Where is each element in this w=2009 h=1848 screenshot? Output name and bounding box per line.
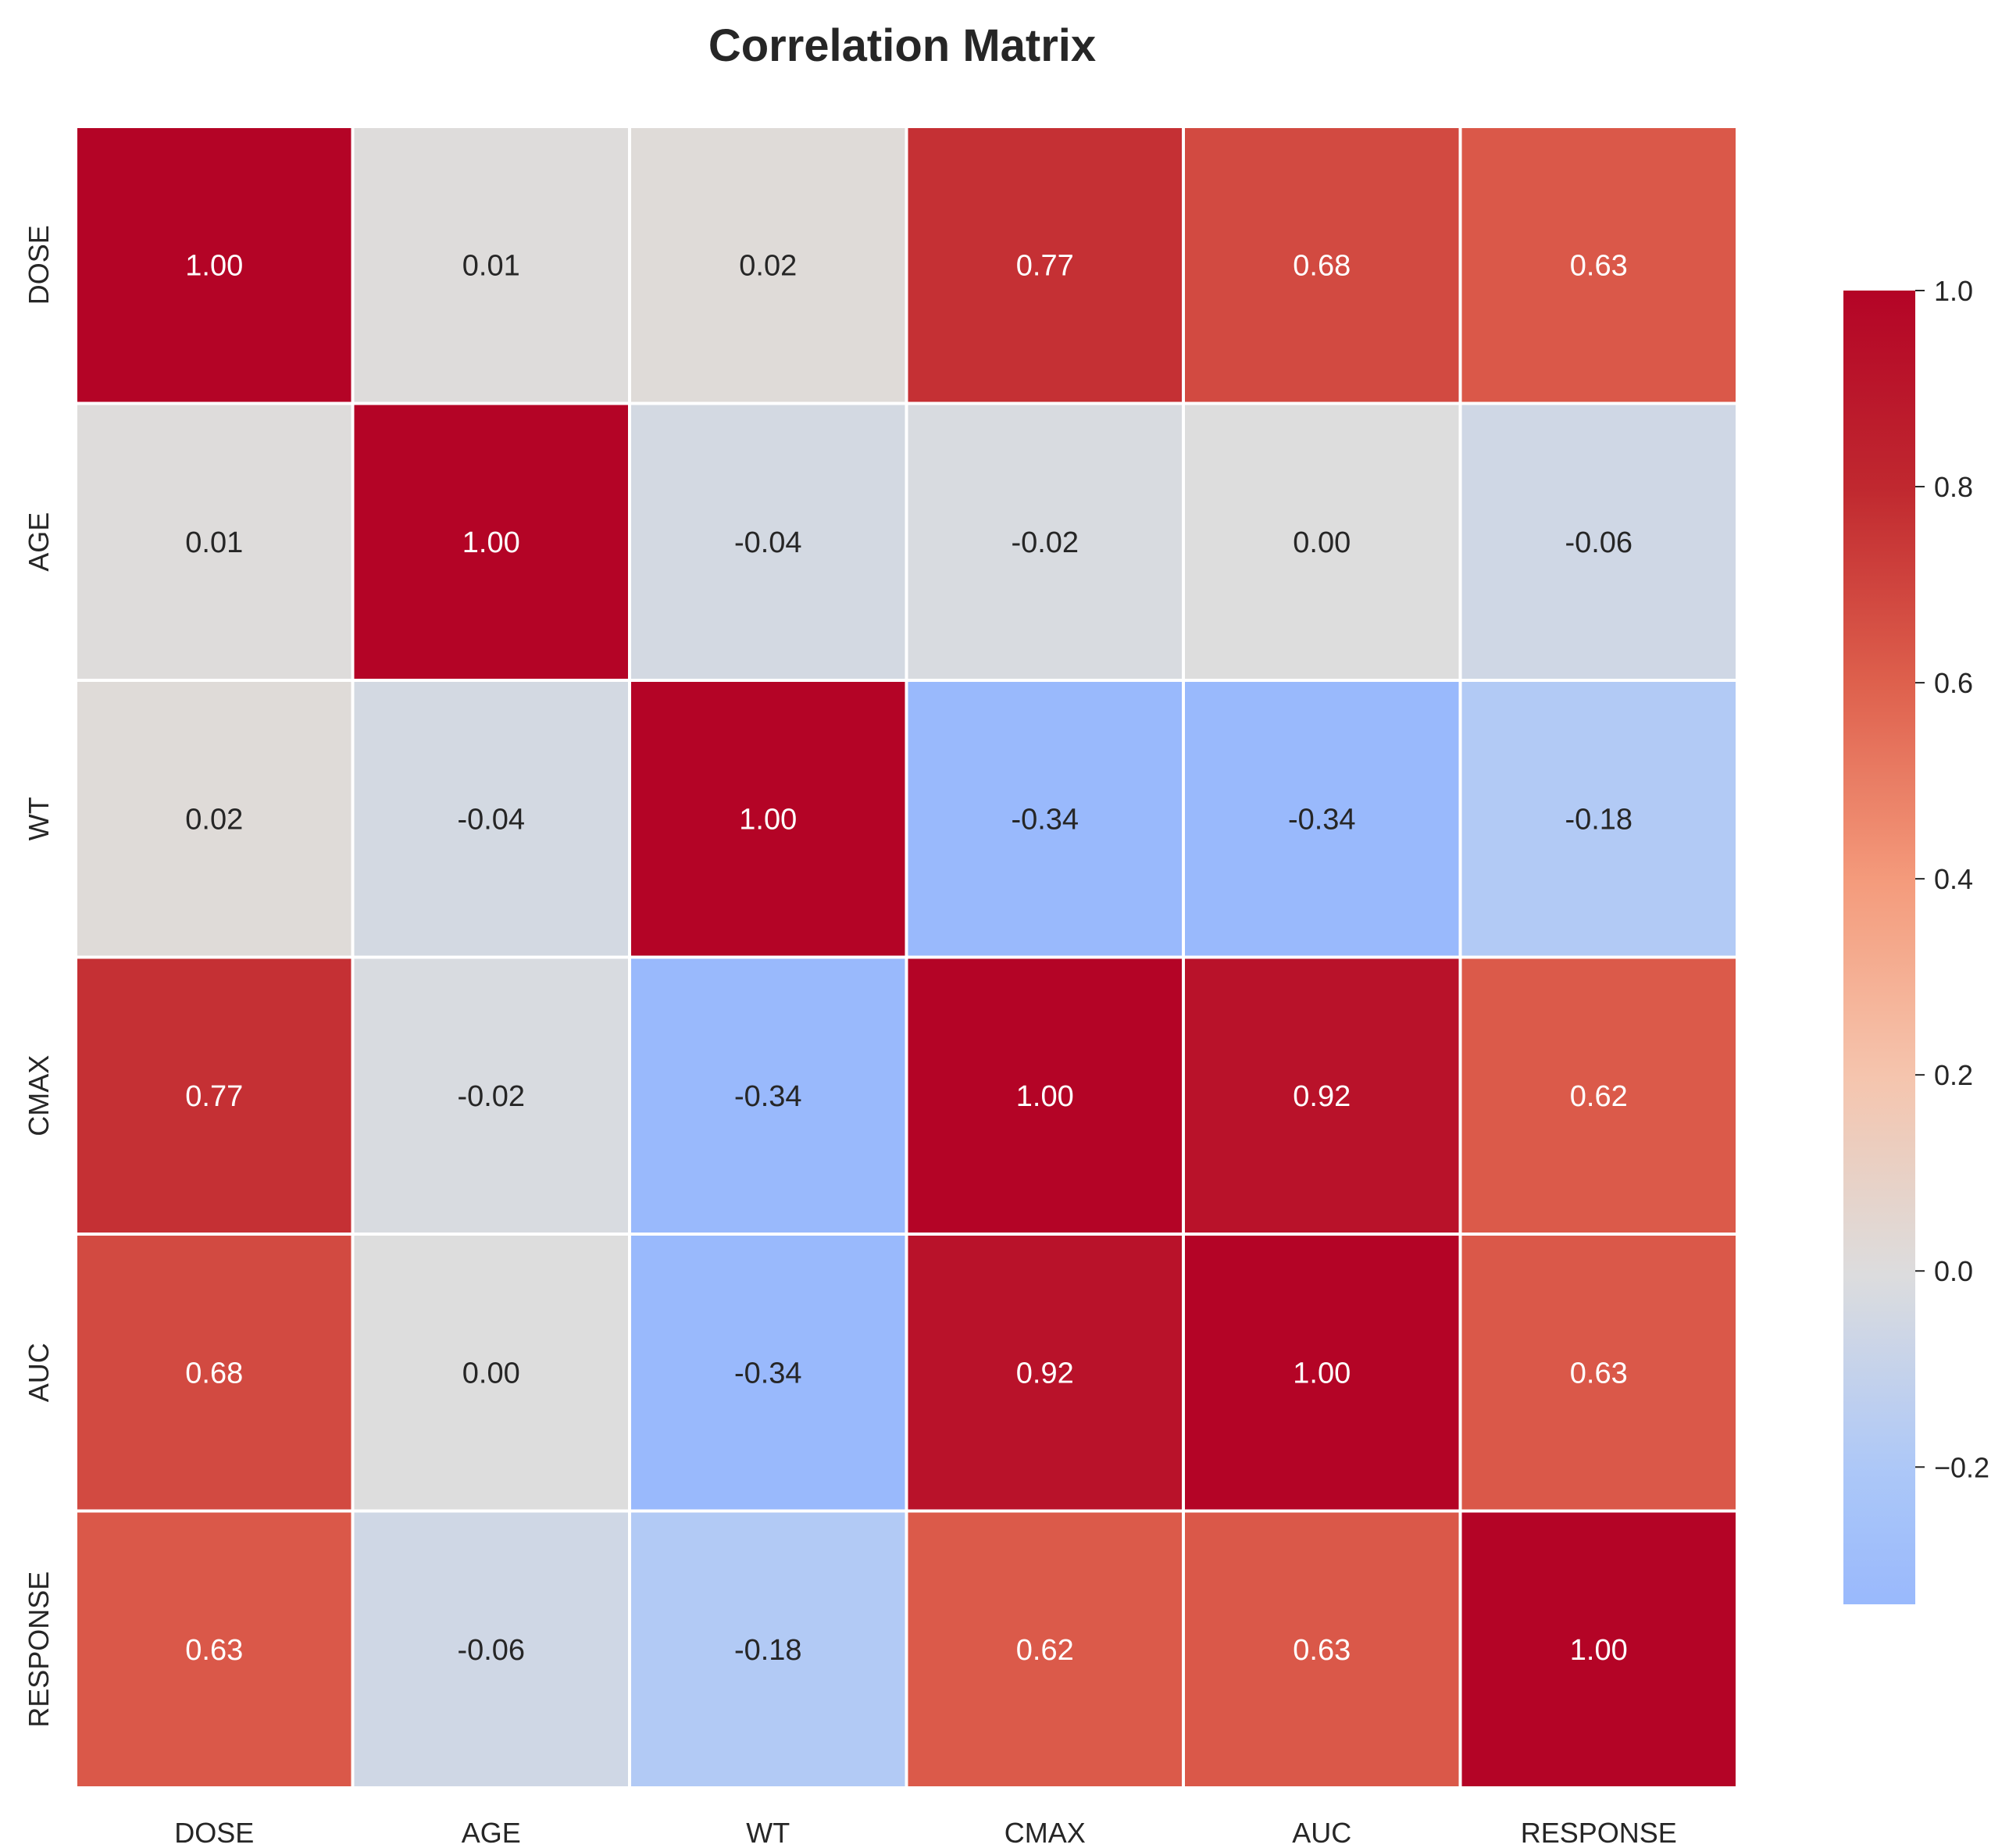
heatmap-cell (628, 679, 908, 959)
heatmap-cell (74, 1233, 355, 1513)
cell-value-label: -0.02 (1011, 526, 1079, 559)
heatmap-cell (628, 1233, 908, 1513)
heatmap-cell (1182, 955, 1462, 1236)
x-tick-label: RESPONSE (1521, 1817, 1677, 1848)
heatmap-cell (351, 955, 631, 1236)
cell-value-label: 0.02 (739, 249, 797, 282)
heatmap-cell (1182, 1233, 1462, 1513)
heatmap-cell (1182, 1509, 1462, 1789)
x-tick-label: WT (746, 1817, 790, 1848)
cell-value-label: 0.01 (462, 249, 520, 282)
cell-value-label: 0.63 (1570, 249, 1628, 282)
x-tick-label: CMAX (1004, 1817, 1086, 1848)
heatmap-cell (628, 125, 908, 405)
heatmap-cell (1458, 401, 1739, 682)
cell-value-label: 0.63 (1570, 1357, 1628, 1390)
y-tick-label: AUC (23, 1343, 55, 1402)
colorbar-tick-label: 1.0 (1934, 275, 1973, 307)
cell-value-label: 1.00 (739, 803, 797, 836)
cell-value-label: 0.68 (185, 1357, 243, 1390)
cell-value-label: 0.01 (185, 526, 243, 559)
y-tick-label: WT (23, 797, 55, 840)
y-tick-label: CMAX (23, 1055, 55, 1136)
heatmap-cell (905, 955, 1185, 1236)
colorbar-tick-label: 0.0 (1934, 1255, 1973, 1287)
heatmap-cell (1458, 1509, 1739, 1789)
heatmap-cell (1458, 125, 1739, 405)
cell-value-label: -0.18 (1565, 803, 1633, 836)
cell-value-label: 0.63 (1293, 1634, 1351, 1667)
heatmap-cell (1458, 1233, 1739, 1513)
y-tick-label: DOSE (23, 225, 55, 305)
cell-value-label: 0.62 (1016, 1634, 1074, 1667)
y-tick-label: RESPONSE (23, 1572, 55, 1728)
heatmap-cell (351, 125, 631, 405)
y-axis-tick-labels: DOSE AGE WT CMAX AUC RESPONSE (23, 225, 55, 1728)
cell-value-label: 0.92 (1293, 1080, 1351, 1113)
colorbar-tick-label: 0.6 (1934, 667, 1973, 699)
cell-value-label: -0.34 (1011, 803, 1079, 836)
heatmap-cell (74, 1509, 355, 1789)
colorbar-tick-label: 0.8 (1934, 471, 1973, 503)
cell-value-label: 0.62 (1570, 1080, 1628, 1113)
cell-value-label: -0.34 (734, 1080, 802, 1113)
colorbar: −0.2 0.0 0.2 0.4 0.6 0.8 1.0 (1843, 275, 1989, 1604)
heatmap-cell (1458, 679, 1739, 959)
colorbar-bar (1843, 291, 1915, 1604)
heatmap-cell (351, 401, 631, 682)
cell-value-label: -0.06 (457, 1634, 525, 1667)
heatmap-cell (1182, 679, 1462, 959)
y-tick-label: AGE (23, 512, 55, 572)
cell-value-label: 1.00 (1016, 1080, 1074, 1113)
cell-value-label: -0.04 (457, 803, 525, 836)
x-tick-label: AUC (1292, 1817, 1351, 1848)
cell-value-label: -0.02 (457, 1080, 525, 1113)
colorbar-tick-label: −0.2 (1934, 1451, 1989, 1483)
cell-value-label: 1.00 (1293, 1357, 1351, 1390)
cell-value-label: -0.18 (734, 1634, 802, 1667)
heatmap-cells: 1.00 0.01 0.02 0.77 0.68 0.63 0.01 1.00 -0.04 -0.… (74, 125, 1739, 1789)
heatmap-cell (74, 679, 355, 959)
heatmap-cell (351, 679, 631, 959)
colorbar-tick-label: 0.4 (1934, 863, 1973, 895)
cell-value-label: -0.04 (734, 526, 802, 559)
heatmap-cell (74, 125, 355, 405)
heatmap-cell (74, 955, 355, 1236)
cell-value-label: 1.00 (1570, 1634, 1628, 1667)
cell-value-label: 0.02 (185, 803, 243, 836)
cell-value-label: -0.34 (1288, 803, 1356, 836)
heatmap-cell (628, 955, 908, 1236)
cell-value-label: 0.63 (185, 1634, 243, 1667)
chart-title: Correlation Matrix (708, 20, 1096, 71)
cell-value-label: 0.00 (462, 1357, 520, 1390)
heatmap-cell (905, 401, 1185, 682)
heatmap-cell (905, 1233, 1185, 1513)
x-tick-label: AGE (462, 1817, 521, 1848)
heatmap-cell (1458, 955, 1739, 1236)
x-axis-tick-labels: DOSE AGE WT CMAX AUC RESPONSE (174, 1817, 1677, 1848)
cell-value-label: 1.00 (462, 526, 520, 559)
heatmap-cell (905, 679, 1185, 959)
cell-value-label: 0.00 (1293, 526, 1351, 559)
cell-value-label: -0.06 (1565, 526, 1633, 559)
colorbar-tick-label: 0.2 (1934, 1059, 1973, 1091)
heatmap-cell (905, 125, 1185, 405)
cell-value-label: 0.68 (1293, 249, 1351, 282)
cell-value-label: 0.77 (1016, 249, 1074, 282)
cell-value-label: 1.00 (185, 249, 243, 282)
cell-value-label: 0.92 (1016, 1357, 1074, 1390)
cell-value-label: 0.77 (185, 1080, 243, 1113)
cell-value-label: -0.34 (734, 1357, 802, 1390)
x-tick-label: DOSE (174, 1817, 254, 1848)
heatmap-cell (905, 1509, 1185, 1789)
heatmap-cell (1182, 125, 1462, 405)
